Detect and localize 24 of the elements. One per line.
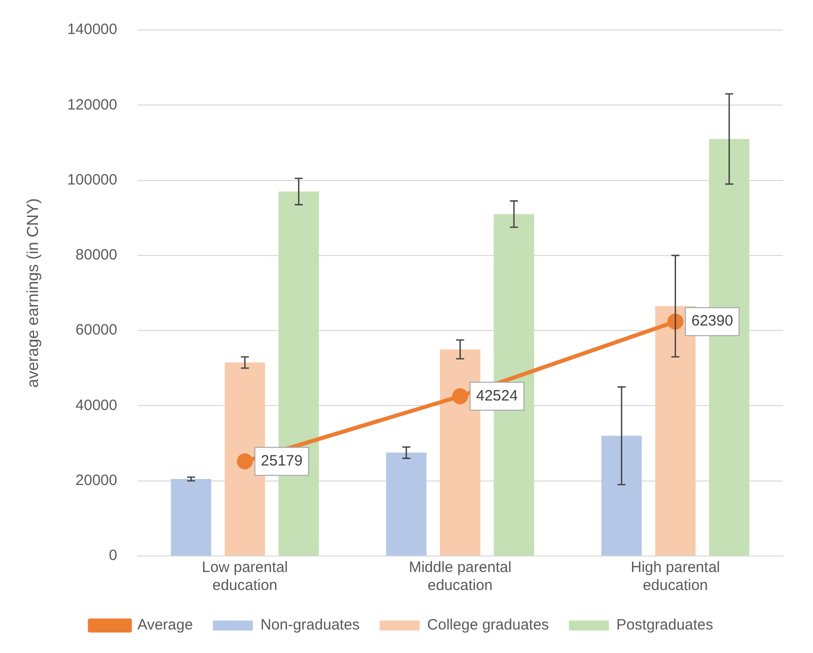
x-tick-label: Low parental education — [202, 559, 288, 594]
y-tick-label: 0 — [108, 547, 118, 564]
bar — [170, 478, 212, 556]
legend-label: Average — [137, 616, 193, 634]
y-axis-title: average earnings (in CNY) — [25, 198, 42, 388]
data-label: 62390 — [691, 312, 734, 330]
y-tick-label: 60000 — [76, 322, 118, 339]
y-tick-label: 20000 — [76, 472, 118, 489]
y-tick-label: 40000 — [76, 396, 118, 414]
y-tick-label: 120000 — [67, 96, 118, 114]
x-tick-label: Middle parental education — [408, 559, 512, 594]
bar — [386, 452, 426, 556]
y-tick-label: 100000 — [67, 171, 118, 188]
legend-label: Non-graduates — [260, 616, 360, 634]
y-tick-label: 80000 — [76, 246, 118, 264]
data-label: 42524 — [476, 387, 518, 404]
point — [452, 388, 468, 404]
legend-label: College graduates — [427, 616, 549, 634]
y-tick-label: 140000 — [67, 21, 118, 38]
data-label: 25179 — [260, 452, 303, 470]
x-tick-label: High parental education — [630, 559, 720, 594]
point — [236, 453, 253, 470]
bar — [601, 436, 642, 556]
legend-label: Postgraduates — [616, 616, 714, 634]
